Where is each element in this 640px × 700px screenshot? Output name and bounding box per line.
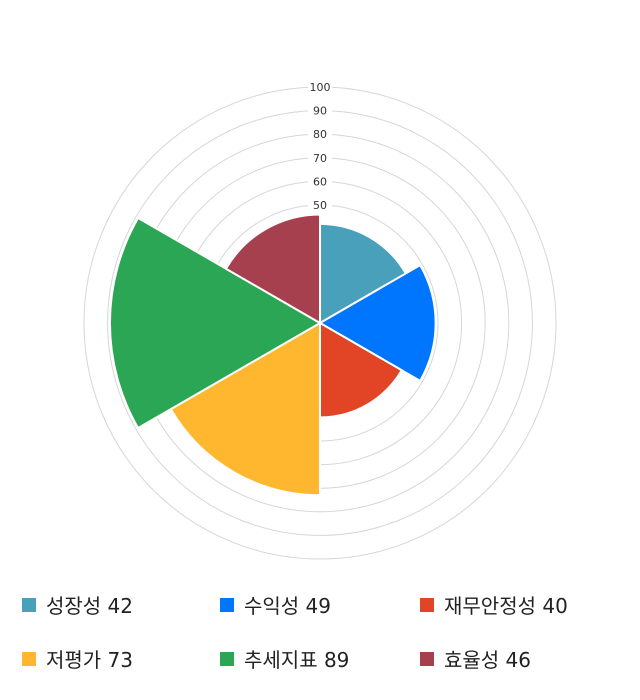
tick-label: 80	[313, 128, 327, 141]
legend-swatch	[220, 651, 234, 666]
sector-2	[319, 321, 404, 419]
tick-label: 100	[310, 81, 331, 94]
legend-label: 성장성 42	[46, 594, 134, 618]
sector-5	[224, 213, 321, 325]
tick-label-bg	[308, 174, 332, 188]
legend-label: 재무안정성 40	[444, 594, 568, 618]
legend-label: 수익성 49	[244, 594, 332, 618]
sector-0	[319, 222, 408, 325]
tick-label-bg	[308, 127, 332, 141]
tick-label-bg	[308, 150, 332, 164]
legend-item-trend[interactable]: 추세지표 89	[220, 644, 349, 673]
tick-label-bg	[308, 80, 332, 93]
tick-label-bg	[308, 198, 332, 211]
legend-label: 저평가 73	[46, 648, 134, 672]
legend-swatch	[220, 597, 234, 612]
tick-label: 60	[313, 175, 327, 188]
legend-swatch	[420, 597, 434, 612]
legend-item-stability[interactable]: 재무안정성 40	[420, 590, 568, 619]
tick-label-bg	[308, 103, 332, 117]
tick-label: 50	[313, 199, 327, 212]
legend-swatch	[22, 651, 36, 666]
legend-swatch	[22, 597, 36, 612]
legend-item-efficiency[interactable]: 효율성 46	[420, 644, 531, 673]
sector-4	[109, 216, 323, 430]
legend-swatch	[420, 651, 434, 666]
legend-item-profitability[interactable]: 수익성 49	[220, 590, 331, 619]
sector-3	[169, 321, 321, 497]
legend-label: 효율성 46	[444, 648, 532, 672]
legend-label: 추세지표 89	[244, 648, 350, 672]
sector-1	[318, 263, 437, 383]
legend-item-growth[interactable]: 성장성 42	[22, 590, 133, 619]
tick-label: 70	[313, 152, 327, 165]
tick-label: 90	[313, 105, 327, 118]
polar-area-chart: 102030405060708090100	[83, 80, 557, 560]
legend-item-valuation[interactable]: 저평가 73	[22, 644, 133, 673]
